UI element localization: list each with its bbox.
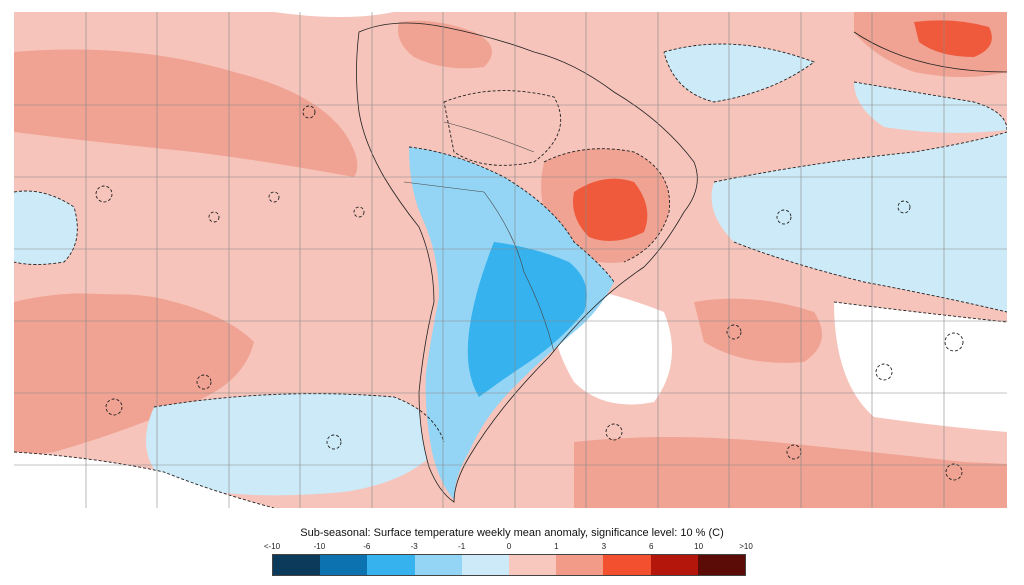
- legend-tick: 6: [648, 542, 654, 551]
- legend-tick: <-10: [263, 542, 281, 551]
- legend-swatch: [367, 555, 415, 575]
- legend-tick: 10: [694, 542, 704, 551]
- central-sa-cool-strong: [467, 242, 587, 397]
- legend-swatch: [461, 555, 510, 575]
- significance-contours: [14, 43, 1007, 508]
- legend-swatch: [273, 555, 321, 575]
- legend-tick: 0: [506, 542, 512, 551]
- lat-lon-grid: [14, 12, 1007, 508]
- legend-swatch: [650, 555, 698, 575]
- legend-tick: -10: [313, 542, 326, 551]
- legend-swatch: [697, 555, 746, 575]
- south-america-coastline: [356, 22, 698, 503]
- africa-coastline: [853, 31, 1007, 73]
- legend-tick: -1: [458, 542, 466, 551]
- pacific-warm-light: [14, 258, 214, 295]
- west-africa-warm-strong: [914, 20, 992, 57]
- pacific-warm-band-south: [14, 293, 254, 457]
- legend-tick: 1: [554, 542, 559, 551]
- country-borders: [403, 121, 555, 353]
- atlantic-cool-north: [664, 44, 814, 102]
- legend-ticks: <-10 -10 -6 -3 -1 0 1 3 6 10 >10: [264, 542, 753, 554]
- legend-swatch: [556, 555, 604, 575]
- insignificant-atlantic-east: [834, 302, 1007, 432]
- anomaly-map[interactable]: [14, 12, 1007, 508]
- legend-swatch: [603, 555, 651, 575]
- legend-swatch: [509, 555, 557, 575]
- brazil-warm-strong: [573, 178, 648, 241]
- pacific-warm-band-north: [14, 49, 358, 177]
- legend-tick: 3: [601, 542, 607, 551]
- legend-tick: >10: [739, 542, 753, 551]
- legend-swatch: [414, 555, 462, 575]
- southern-pacific-cool: [146, 393, 444, 496]
- insignificant-north: [274, 12, 394, 17]
- pacific-cool-west: [14, 191, 78, 265]
- map-svg: [14, 12, 1007, 508]
- atlantic-warm-patch: [694, 298, 822, 363]
- south-atlantic-warm: [574, 437, 1007, 508]
- legend-colorbar: [272, 554, 746, 576]
- legend-swatch: [320, 555, 368, 575]
- legend-title: Sub-seasonal: Surface temperature weekly…: [300, 527, 724, 539]
- atlantic-cool-northeast: [854, 82, 1007, 133]
- insignificant-southwest: [14, 452, 274, 508]
- legend-tick: -3: [410, 542, 418, 551]
- legend-tick: -6: [363, 542, 371, 551]
